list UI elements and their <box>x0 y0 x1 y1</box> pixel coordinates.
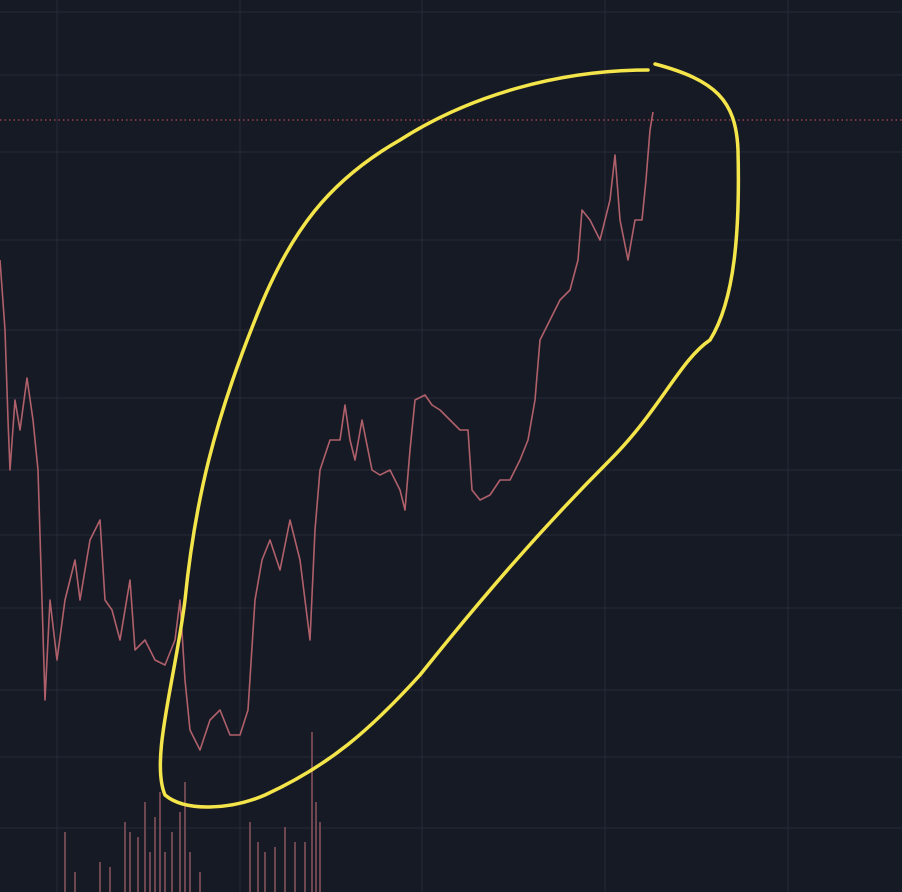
volume-bar <box>154 817 156 892</box>
volume-bar <box>311 732 313 892</box>
volume-bar <box>171 832 173 892</box>
volume-bar <box>189 852 191 892</box>
volume-bar <box>137 837 139 892</box>
volume-bar <box>164 852 166 892</box>
volume-bar <box>144 802 146 892</box>
volume-bar <box>129 832 131 892</box>
price-line <box>0 111 654 751</box>
volume-bar <box>257 842 259 892</box>
volume-bar <box>124 822 126 892</box>
volume-bar <box>264 852 266 892</box>
volume-bar <box>64 832 66 892</box>
volume-bar <box>249 822 251 892</box>
volume-bar <box>274 847 276 892</box>
volume-bar <box>294 842 296 892</box>
volume-bar <box>99 862 101 892</box>
volume-bar <box>179 812 181 892</box>
volume-bar <box>315 802 317 892</box>
volume-bar <box>74 872 76 892</box>
volume-bar <box>159 792 161 892</box>
hand-drawn-annotation <box>158 62 741 809</box>
volume-bar <box>319 822 321 892</box>
volume-bar <box>184 782 186 892</box>
volume-bar <box>284 827 286 892</box>
volume-bar <box>304 842 306 892</box>
volume-bar <box>199 872 201 892</box>
volume-bar <box>149 852 151 892</box>
volume-bar <box>109 867 111 892</box>
